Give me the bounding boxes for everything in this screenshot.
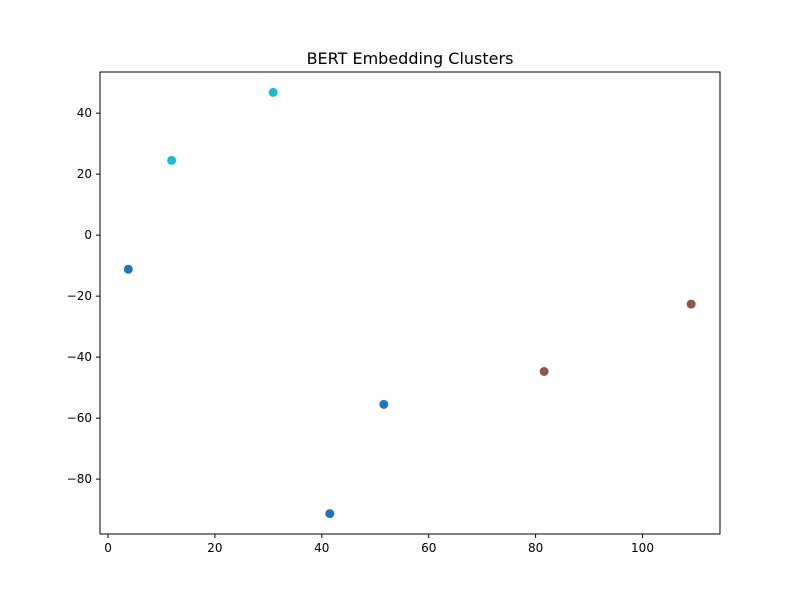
data-point bbox=[325, 509, 335, 519]
data-point bbox=[268, 87, 278, 97]
y-tick-label: −60 bbox=[67, 411, 92, 425]
x-tick-label: 20 bbox=[207, 541, 222, 555]
y-tick-label: 20 bbox=[77, 167, 92, 181]
data-point bbox=[123, 264, 133, 274]
data-point bbox=[539, 366, 549, 376]
y-tick-label: −80 bbox=[67, 472, 92, 486]
x-tick-label: 60 bbox=[421, 541, 436, 555]
points-layer bbox=[123, 87, 696, 519]
x-tick-label: 0 bbox=[104, 541, 112, 555]
x-tick-label: 40 bbox=[314, 541, 329, 555]
x-tick-label: 100 bbox=[631, 541, 654, 555]
chart-title: BERT Embedding Clusters bbox=[307, 49, 514, 68]
axes-frame bbox=[99, 71, 721, 535]
y-tick-label: −40 bbox=[67, 350, 92, 364]
axes-layer: 0 20 40 60 80 100 −80 −60 −40 −20 0 20 40 bbox=[67, 71, 721, 555]
data-point bbox=[167, 155, 177, 165]
x-tick-label: 80 bbox=[528, 541, 543, 555]
data-point bbox=[686, 299, 696, 309]
y-tick-label: −20 bbox=[67, 289, 92, 303]
y-tick-label: 40 bbox=[77, 106, 92, 120]
y-tick-label: 0 bbox=[84, 228, 92, 242]
data-point bbox=[379, 399, 389, 409]
